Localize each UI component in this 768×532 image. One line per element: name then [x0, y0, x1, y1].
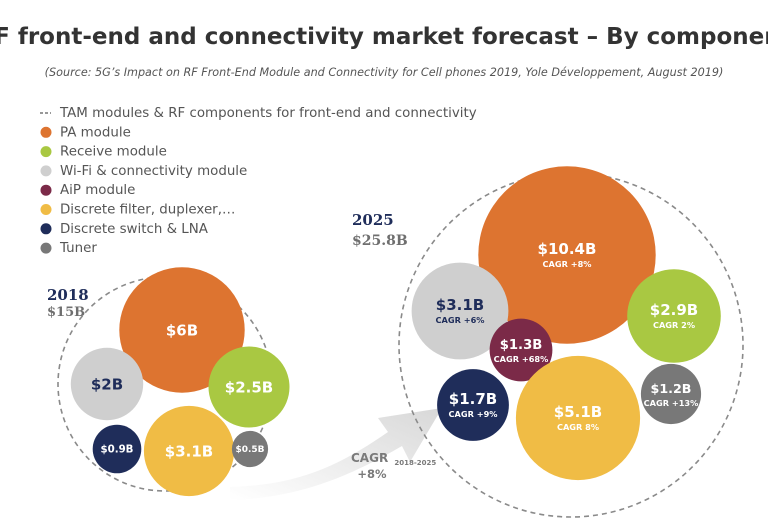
bubble-circle	[640, 363, 702, 425]
legend-item-discrete-filter-duplexer: Discrete filter, duplexer,…	[40, 203, 235, 218]
bubble-value-label: $3.1B	[436, 296, 484, 314]
bubble-cagr-label: CAGR +9%	[449, 409, 498, 419]
bubble-value-label: $2B	[91, 375, 123, 393]
bubble-value-label: $1.2B	[651, 381, 692, 396]
bubble-value-label: $1.3B	[500, 338, 543, 353]
legend-item-tuner: Tuner	[40, 241, 97, 256]
legend-item-wi-fi-connectivity-module: Wi-Fi & connectivity module	[40, 164, 247, 179]
year-label-2018: 2018	[47, 286, 89, 304]
bubble-receive-module-2018: $2.5B	[208, 346, 290, 428]
chart-subtitle: (Source: 5G’s Impact on RF Front-End Mod…	[45, 66, 724, 79]
legend-item-receive-module: Receive module	[40, 145, 167, 160]
total-label-2025: $25.8B	[352, 233, 408, 249]
cagr-label: CAGR 2018-2025	[351, 451, 436, 467]
bubble-pa-module-2018: $6B	[119, 267, 245, 393]
bubble-circle	[627, 269, 721, 363]
bubble-circle	[515, 355, 641, 481]
legend-item-pa-module: PA module	[40, 125, 131, 140]
legend-marker	[40, 184, 52, 196]
bubble-value-label: $10.4B	[538, 240, 597, 258]
bubble-discrete-filter-duplexer-2018: $3.1B	[143, 405, 235, 497]
bubble-circle	[478, 166, 656, 344]
legend-marker	[40, 223, 52, 235]
cagr-period: 2018-2025	[394, 459, 436, 467]
cagr-value: +8%	[357, 467, 387, 481]
total-label-2018: $15B	[47, 305, 85, 320]
bubble-circle	[231, 430, 269, 468]
legend-marker	[40, 165, 52, 177]
bubble-circle	[70, 347, 144, 421]
bubble-tuner-2018: $0.5B	[231, 430, 269, 468]
bubble-tuner-2025: $1.2B CAGR +13%	[640, 363, 702, 425]
bubble-wi-fi-connectivity-module-2018: $2B	[70, 347, 144, 421]
year-label-2025: 2025	[352, 211, 394, 229]
bubble-value-label: $0.5B	[235, 445, 264, 455]
bubble-cagr-label: CAGR +8%	[543, 259, 592, 269]
bubble-value-label: $2.5B	[225, 378, 273, 396]
bubble-circle	[437, 369, 509, 441]
group-2018: 2018 $15B $6B $2B $2.5B $0.9B $3.1B $0.5B	[47, 267, 290, 497]
legend-label: PA module	[60, 125, 131, 140]
cagr-text: CAGR	[351, 451, 388, 465]
legend-label: Receive module	[60, 145, 167, 160]
legend-label: Discrete switch & LNA	[60, 222, 209, 237]
legend-item-aip-module: AiP module	[40, 183, 135, 198]
legend-marker	[40, 126, 52, 138]
bubble-cagr-label: CAGR +6%	[436, 315, 485, 325]
bubble-circle	[119, 267, 245, 393]
legend-marker	[40, 146, 52, 158]
growth-arrow	[230, 408, 442, 500]
bubble-value-label: $6B	[166, 321, 198, 339]
bubble-circle	[411, 262, 509, 360]
bubble-value-label: $0.9B	[101, 445, 134, 456]
chart-title: RF front-end and connectivity market for…	[0, 24, 768, 50]
bubble-value-label: $1.7B	[449, 390, 497, 408]
legend-label: TAM modules & RF components for front-en…	[59, 106, 477, 121]
bubble-discrete-switch-lna-2018: $0.9B	[92, 424, 142, 474]
bubble-circle	[489, 318, 553, 382]
legend-label: Wi-Fi & connectivity module	[60, 164, 247, 179]
legend-marker	[40, 242, 52, 254]
bubble-cagr-label: CAGR +13%	[644, 398, 699, 408]
bubble-value-label: $2.9B	[650, 301, 698, 319]
bubble-cagr-label: CAGR +68%	[494, 354, 549, 364]
legend-item-tam-modules-rf-components-for-front-end-and-connectivity: TAM modules & RF components for front-en…	[40, 106, 477, 121]
legend-label: Discrete filter, duplexer,…	[60, 203, 235, 218]
legend-marker	[40, 204, 52, 215]
bubble-cagr-label: CAGR 2%	[653, 320, 695, 330]
legend: TAM modules & RF components for front-en…	[40, 106, 477, 256]
legend-item-discrete-switch-lna: Discrete switch & LNA	[40, 222, 209, 237]
legend-label: AiP module	[60, 183, 135, 198]
bubble-cagr-label: CAGR 8%	[557, 422, 599, 432]
bubble-circle	[208, 346, 290, 428]
bubbles-2018: $6B $2B $2.5B $0.9B $3.1B $0.5B	[70, 267, 290, 497]
bubble-value-label: $3.1B	[165, 442, 213, 460]
legend-label: Tuner	[59, 241, 97, 256]
bubble-circle	[143, 405, 235, 497]
bubble-value-label: $5.1B	[554, 403, 602, 421]
bubble-circle	[92, 424, 142, 474]
